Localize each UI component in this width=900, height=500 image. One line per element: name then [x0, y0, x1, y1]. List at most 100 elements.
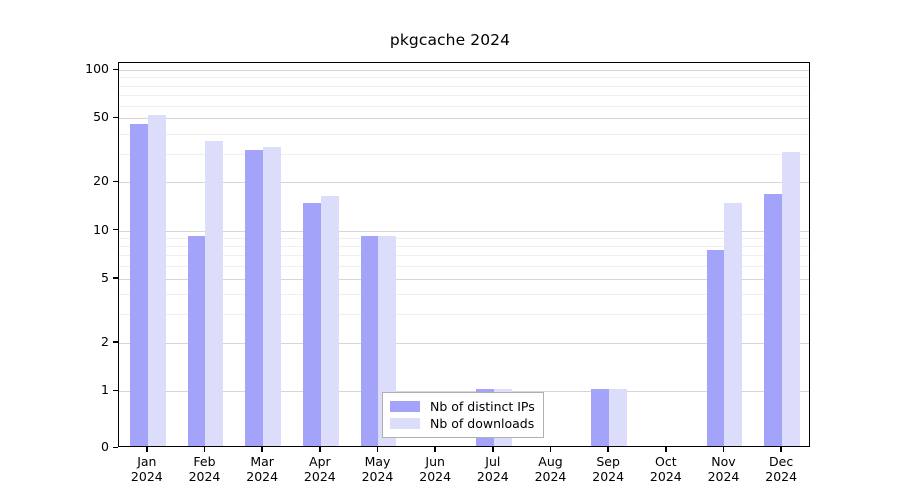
- bar-group: [302, 63, 339, 446]
- gridline-minor: [119, 77, 809, 79]
- legend-swatch-icon: [390, 418, 420, 429]
- x-tick-label-line: May: [364, 454, 391, 469]
- x-tick-label-line: 2024: [534, 469, 567, 484]
- bar-distinct-ips[interactable]: [360, 235, 379, 446]
- x-axis-tick: Oct 2024: [637, 447, 695, 500]
- gridline-major: [119, 70, 809, 71]
- bar-group: [591, 63, 628, 446]
- gridline-minor: [119, 266, 809, 268]
- y-tick-label: 0: [101, 439, 109, 454]
- x-tick-label-line: 2024: [361, 469, 394, 484]
- x-axis-tick: Aug 2024: [522, 447, 580, 500]
- bar-downloads[interactable]: [724, 202, 743, 446]
- y-tick-mark: [113, 68, 118, 70]
- bar-distinct-ips[interactable]: [706, 249, 725, 446]
- x-tick-label: May 2024: [349, 454, 407, 484]
- bar-group: [764, 63, 801, 446]
- bar-distinct-ips[interactable]: [302, 202, 321, 446]
- x-tick-mark: [203, 447, 206, 452]
- x-axis-tick: Sep 2024: [579, 447, 637, 500]
- gridline-minor: [119, 94, 809, 96]
- x-tick-label-line: 2024: [130, 469, 163, 484]
- bar-group: [129, 63, 166, 446]
- legend-swatch-icon: [390, 401, 420, 412]
- gridline-minor: [119, 246, 809, 248]
- x-tick-label-line: Oct: [655, 454, 677, 469]
- x-tick-label: Aug 2024: [522, 454, 580, 484]
- bar-distinct-ips[interactable]: [591, 389, 610, 446]
- x-tick-mark: [549, 447, 552, 452]
- bar-group: [418, 63, 454, 446]
- legend-entry[interactable]: Nb of distinct IPs: [390, 398, 535, 415]
- bar-downloads[interactable]: [320, 195, 339, 446]
- x-tick-mark: [146, 447, 148, 452]
- gridline-major: [119, 342, 809, 344]
- x-tick-label-line: Apr: [309, 454, 331, 469]
- y-tick-mark: [113, 446, 118, 448]
- bar-downloads[interactable]: [263, 147, 282, 446]
- x-tick-label-line: Jul: [485, 454, 501, 469]
- plot-area: [118, 62, 810, 447]
- gridline-minor: [119, 105, 809, 107]
- y-tick-label: 1: [101, 382, 109, 397]
- x-tick-label-line: Feb: [193, 454, 216, 469]
- bar-downloads[interactable]: [147, 114, 166, 446]
- bars-layer: [119, 63, 809, 446]
- x-tick-mark: [319, 447, 321, 452]
- x-tick-label-line: Jun: [425, 454, 445, 469]
- x-axis-tick: Nov 2024: [695, 447, 753, 500]
- x-tick-label-line: 2024: [419, 469, 452, 484]
- y-tick-label: 10: [93, 221, 109, 237]
- bar-group: [187, 63, 224, 446]
- bar-distinct-ips[interactable]: [129, 123, 148, 446]
- x-tick-label-line: Sep: [596, 454, 620, 469]
- y-tick-label: 5: [101, 269, 109, 285]
- x-tick-label: Dec 2024: [752, 454, 810, 484]
- x-tick-label-line: Dec: [769, 454, 794, 469]
- x-axis-tick: Jul 2024: [464, 447, 522, 500]
- x-axis-tick: Jun 2024: [406, 447, 464, 500]
- x-tick-label-line: 2024: [765, 469, 798, 484]
- x-tick-label: Mar 2024: [233, 454, 291, 484]
- gridline-major: [119, 391, 809, 392]
- y-tick-mark: [113, 229, 118, 231]
- legend-label: Nb of distinct IPs: [430, 399, 535, 414]
- gridline-major: [119, 118, 809, 120]
- bar-group: [706, 63, 743, 446]
- legend-label: Nb of downloads: [430, 416, 535, 431]
- bar-downloads[interactable]: [609, 389, 628, 446]
- x-tick-label-line: Mar: [250, 454, 274, 469]
- chart-title: pkgcache 2024: [389, 31, 511, 49]
- bar-distinct-ips[interactable]: [187, 235, 206, 446]
- x-tick-label: Jun 2024: [406, 454, 464, 484]
- x-tick-label: Nov 2024: [695, 454, 753, 484]
- x-tick-label-line: 2024: [649, 469, 682, 484]
- bar-distinct-ips[interactable]: [764, 193, 783, 446]
- x-axis: Jan 2024 Feb 2024 Mar 2024 Apr 2024 May 2024 Jun 20…: [118, 447, 810, 500]
- y-tick-label: 20: [93, 173, 109, 189]
- x-tick-mark: [261, 447, 263, 452]
- legend-entry[interactable]: Nb of downloads: [390, 415, 535, 432]
- x-tick-label: Jan 2024: [118, 454, 176, 484]
- y-tick-mark: [113, 341, 118, 343]
- x-tick-mark: [780, 447, 782, 452]
- x-tick-mark: [665, 447, 667, 452]
- bar-group: [360, 63, 397, 446]
- x-axis-tick: Mar 2024: [233, 447, 291, 500]
- gridline-major: [119, 182, 809, 184]
- gridline-minor: [119, 153, 809, 155]
- x-tick-label: Jul 2024: [464, 454, 522, 484]
- y-tick-mark: [113, 180, 118, 183]
- bar-downloads[interactable]: [782, 151, 801, 446]
- bar-downloads[interactable]: [205, 141, 224, 446]
- gridline-minor: [119, 294, 809, 296]
- x-axis-tick: Dec 2024: [752, 447, 810, 500]
- x-tick-mark: [434, 447, 436, 452]
- y-tick-label: 2: [101, 333, 109, 349]
- x-tick-label-line: 2024: [188, 469, 221, 484]
- bar-distinct-ips[interactable]: [245, 149, 264, 446]
- x-tick-label: Apr 2024: [291, 454, 349, 484]
- x-tick-mark: [376, 447, 379, 452]
- x-tick-label-line: 2024: [246, 469, 279, 484]
